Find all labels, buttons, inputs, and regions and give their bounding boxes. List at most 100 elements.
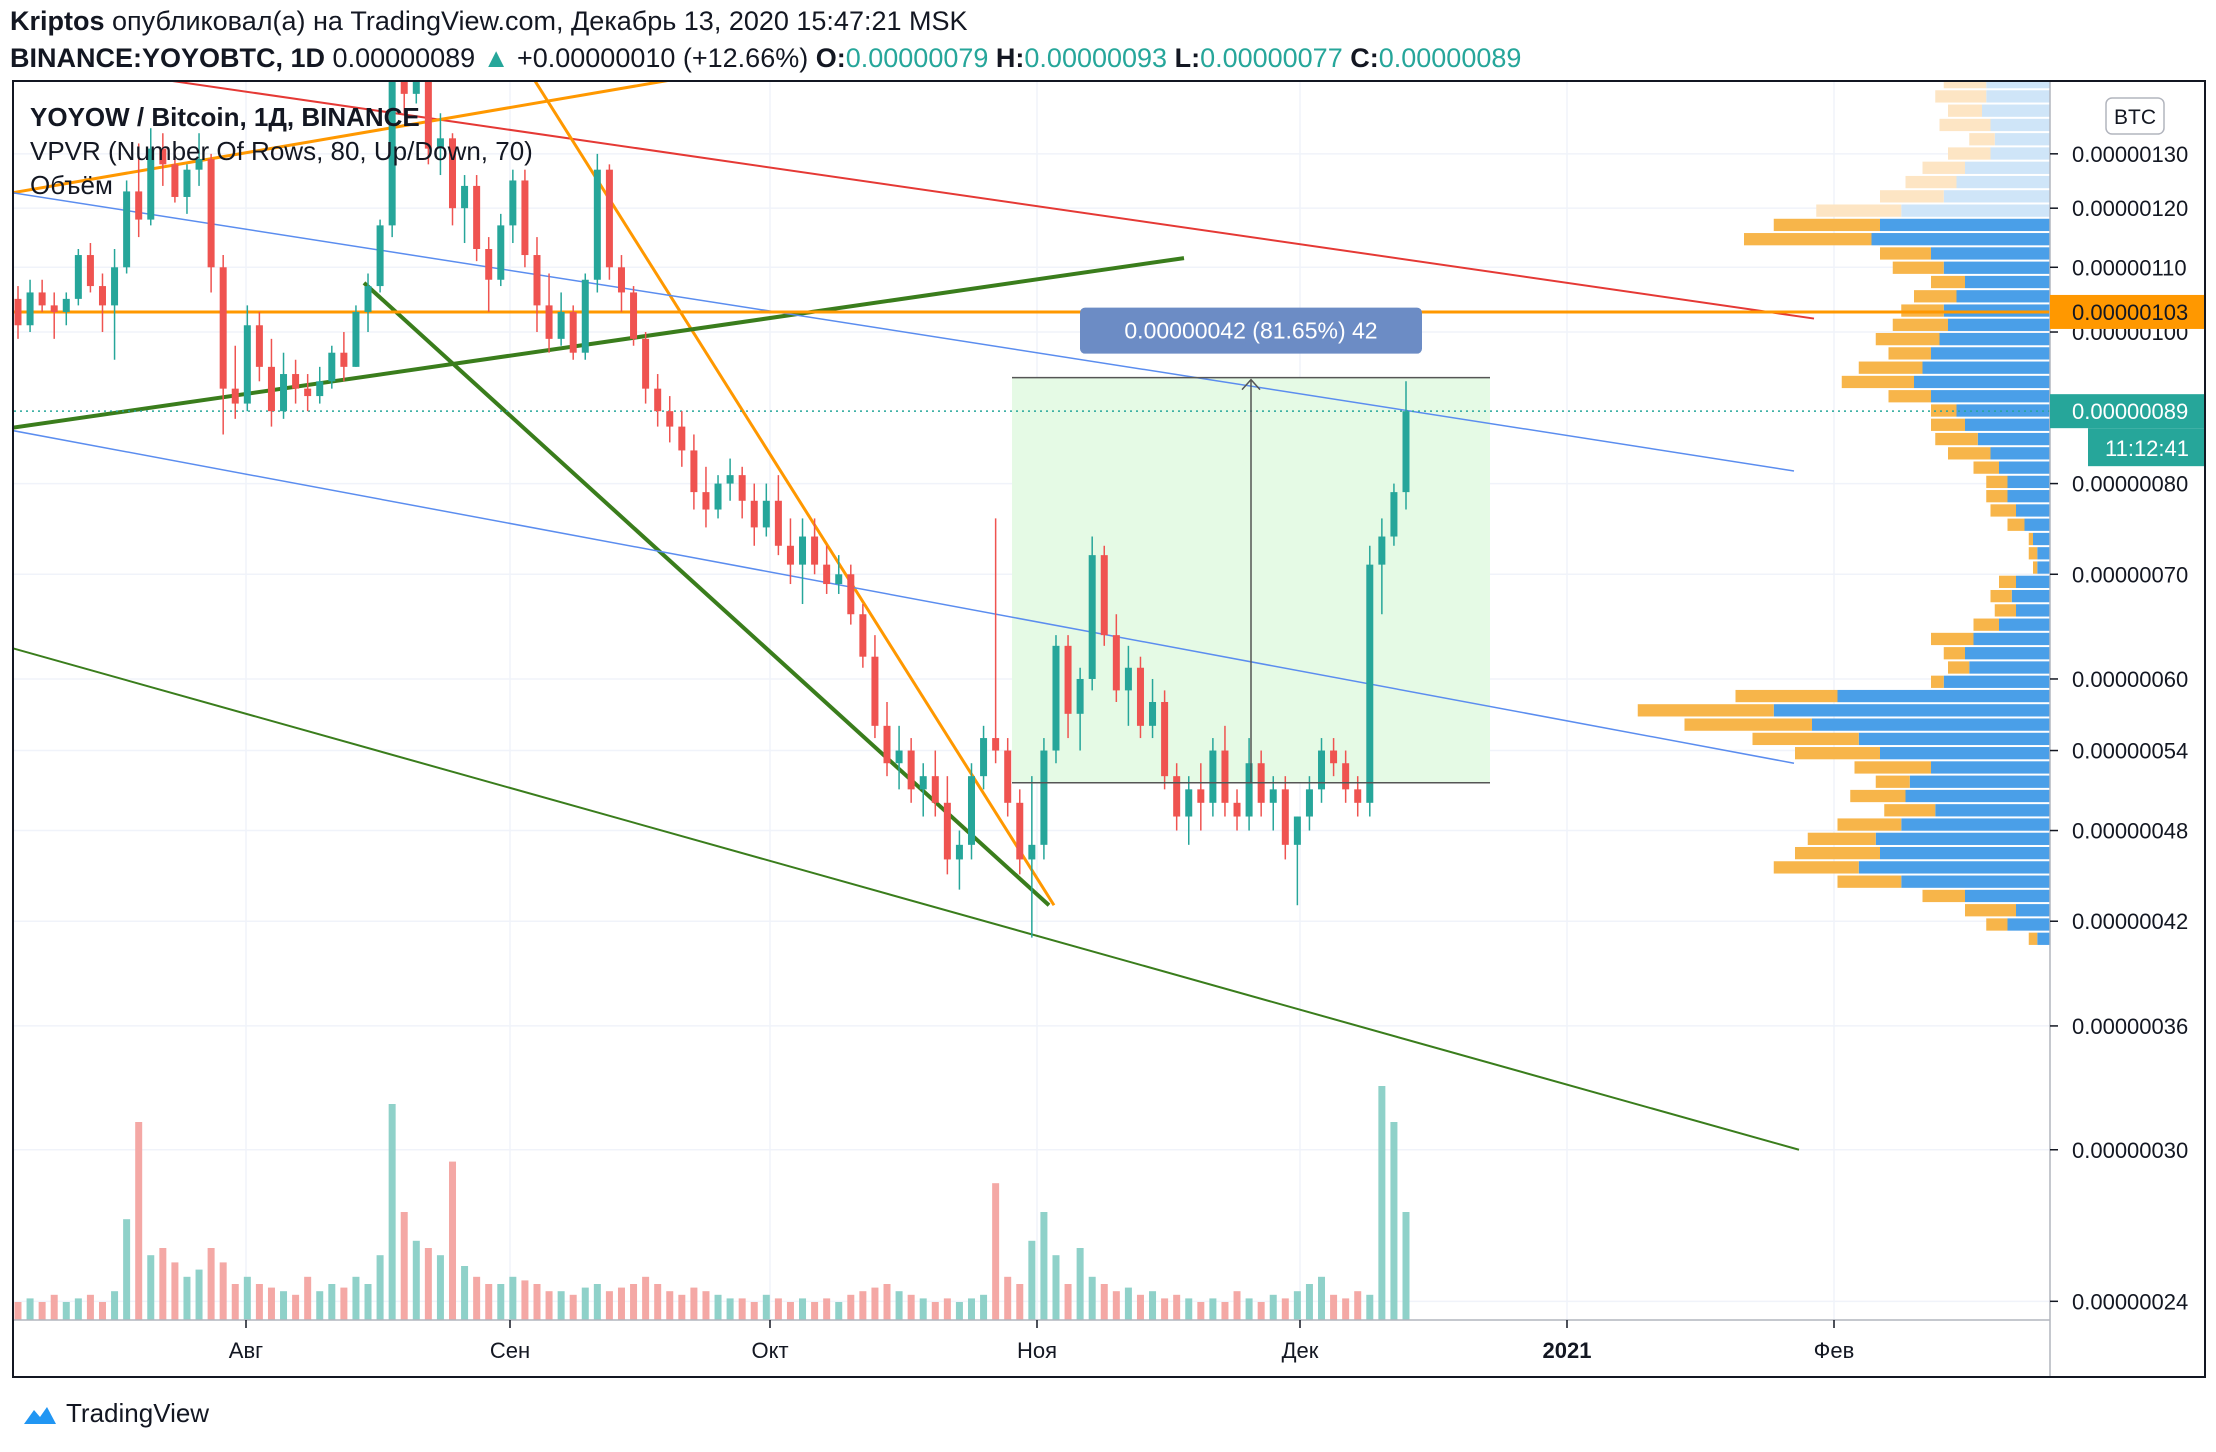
candle-body[interactable] (992, 738, 1000, 751)
candle-body[interactable] (1269, 789, 1277, 803)
candle-body[interactable] (823, 564, 831, 585)
tradingview-logo-text[interactable]: TradingView (66, 1398, 210, 1428)
candle-body[interactable] (207, 159, 215, 268)
candle-body[interactable] (654, 388, 662, 412)
candle-body[interactable] (38, 292, 46, 306)
candle-body[interactable] (497, 225, 505, 280)
candle-body[interactable] (111, 267, 119, 306)
candle-body[interactable] (557, 311, 565, 339)
candle-body[interactable] (183, 169, 191, 197)
candle-body[interactable] (847, 574, 855, 615)
legend-volume[interactable]: Объём (30, 170, 113, 200)
candle-body[interactable] (630, 292, 638, 339)
candle-body[interactable] (1366, 564, 1374, 803)
candle-body[interactable] (159, 148, 167, 165)
candle-body[interactable] (328, 352, 336, 382)
candle-body[interactable] (412, 82, 420, 94)
candle-body[interactable] (799, 536, 807, 565)
candle-body[interactable] (1197, 789, 1205, 803)
candle-body[interactable] (292, 374, 300, 389)
candle-body[interactable] (1161, 701, 1169, 777)
candle-body[interactable] (569, 311, 577, 353)
candle-body[interactable] (449, 138, 457, 209)
candle-body[interactable] (1185, 789, 1193, 817)
candle-body[interactable] (774, 500, 782, 546)
candle-body[interactable] (1245, 763, 1253, 817)
candle-body[interactable] (86, 255, 94, 287)
candle-body[interactable] (364, 286, 372, 312)
candle-body[interactable] (219, 267, 227, 389)
candle-body[interactable] (871, 656, 879, 726)
candle-body[interactable] (74, 255, 82, 299)
candle-body[interactable] (859, 614, 867, 657)
author-name[interactable]: Kriptos (10, 6, 105, 36)
candle-body[interactable] (1052, 645, 1060, 751)
candle-body[interactable] (690, 450, 698, 493)
candle-body[interactable] (1076, 678, 1084, 714)
candle-body[interactable] (919, 776, 927, 790)
candle-body[interactable] (400, 82, 408, 94)
candle-body[interactable] (1088, 555, 1096, 679)
candle-body[interactable] (316, 381, 324, 397)
price-chart[interactable]: 0.00000042 (81.65%) 42 0.00000130 0.000001… (14, 82, 2204, 1376)
candle-body[interactable] (907, 750, 915, 790)
candle-body[interactable] (62, 298, 70, 312)
candle-body[interactable] (340, 352, 348, 367)
candle-body[interactable] (581, 279, 589, 353)
candle-body[interactable] (1209, 750, 1217, 803)
candle-body[interactable] (605, 169, 613, 268)
candle-body[interactable] (280, 374, 288, 412)
candle-body[interactable] (666, 411, 674, 427)
candle-body[interactable] (352, 311, 360, 367)
candle-body[interactable] (14, 298, 22, 326)
candle-body[interactable] (1221, 750, 1229, 803)
candle-body[interactable] (545, 305, 553, 339)
candle-body[interactable] (955, 844, 963, 860)
candle-body[interactable] (931, 776, 939, 803)
candle-body[interactable] (123, 191, 131, 268)
candle-body[interactable] (255, 325, 263, 367)
candle-body[interactable] (1173, 776, 1181, 817)
candle-body[interactable] (593, 169, 601, 280)
candle-body[interactable] (50, 305, 58, 312)
candle-body[interactable] (147, 148, 155, 220)
candle-body[interactable] (424, 82, 432, 149)
candle-body[interactable] (1016, 802, 1024, 860)
candle-body[interactable] (750, 500, 758, 528)
candle-body[interactable] (642, 338, 650, 389)
candle-body[interactable] (1136, 667, 1144, 726)
candle-body[interactable] (135, 191, 143, 220)
candle-body[interactable] (1064, 645, 1072, 714)
candle-body[interactable] (231, 388, 239, 404)
candle-body[interactable] (461, 185, 469, 209)
candle-body[interactable] (1100, 555, 1108, 636)
candle-body[interactable] (26, 292, 34, 326)
candle-body[interactable] (521, 180, 529, 256)
candle-body[interactable] (1390, 492, 1398, 537)
candle-body[interactable] (1124, 667, 1132, 691)
candle-body[interactable] (304, 388, 312, 397)
candle-body[interactable] (388, 82, 396, 226)
candle-body[interactable] (1402, 411, 1410, 493)
candle-body[interactable] (1293, 816, 1301, 845)
candle-body[interactable] (895, 750, 903, 764)
candle-body[interactable] (786, 545, 794, 565)
candle-body[interactable] (171, 164, 179, 197)
green-rising-trendline[interactable] (14, 256, 1185, 430)
candle-body[interactable] (738, 475, 746, 501)
candle-body[interactable] (1233, 802, 1241, 817)
orange-rising-trendline[interactable] (14, 82, 754, 194)
orange-falling-trendline[interactable] (514, 82, 1056, 907)
candle-body[interactable] (1040, 750, 1048, 845)
candle-body[interactable] (980, 738, 988, 777)
candle-body[interactable] (436, 138, 444, 149)
candle-body[interactable] (762, 500, 770, 528)
candle-body[interactable] (702, 492, 710, 510)
candle-body[interactable] (1378, 536, 1386, 565)
candle-body[interactable] (617, 267, 625, 293)
candle-body[interactable] (835, 574, 843, 585)
candle-body[interactable] (1354, 789, 1362, 803)
candle-body[interactable] (811, 536, 819, 565)
candle-body[interactable] (1004, 750, 1012, 803)
legend-vpvr[interactable]: VPVR (Number Of Rows, 80, Up/Down, 70) (30, 136, 533, 166)
